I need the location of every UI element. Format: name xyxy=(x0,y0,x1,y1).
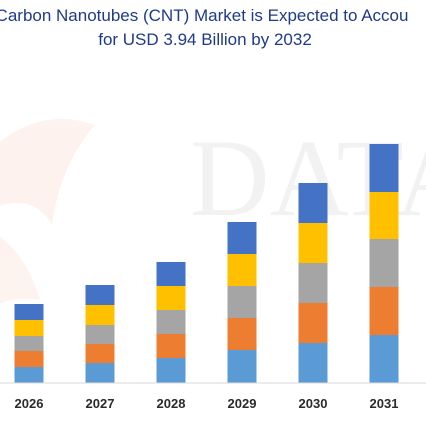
bar-segment-2031-s2 xyxy=(369,287,399,335)
category-label-2030: 2030 xyxy=(299,396,328,411)
category-label-2028: 2028 xyxy=(157,396,186,411)
bar-segment-2027-s4 xyxy=(85,305,115,325)
category-label-2031: 2031 xyxy=(370,396,399,411)
bar-segment-2031-s3 xyxy=(369,239,399,287)
bar-segment-2030-s5 xyxy=(298,183,328,223)
category-labels: 2026 2027 2028 2029 2030 2031 xyxy=(15,396,399,411)
bar-segment-2028-s1 xyxy=(156,358,186,383)
bar-segment-2028-s2 xyxy=(156,334,186,358)
bar-segment-2029-s5 xyxy=(227,222,257,254)
bar-segment-2026-s2 xyxy=(14,351,44,367)
category-label-2029: 2029 xyxy=(228,396,257,411)
category-label-2027: 2027 xyxy=(86,396,115,411)
bar-segment-2031-s4 xyxy=(369,192,399,239)
bar-segment-2026-s1 xyxy=(14,367,44,383)
bar-segment-2027-s5 xyxy=(85,285,115,305)
bar-segment-2029-s2 xyxy=(227,318,257,350)
bar-segment-2030-s3 xyxy=(298,263,328,303)
bar-segment-2030-s4 xyxy=(298,223,328,263)
bars-group xyxy=(14,144,399,383)
watermark-logo-swoosh xyxy=(0,118,95,225)
bar-segment-2029-s4 xyxy=(227,254,257,286)
chart-title-line-2: for USD 3.94 Billion by 2032 xyxy=(98,30,312,49)
chart-title: Carbon Nanotubes (CNT) Market is Expecte… xyxy=(0,4,426,52)
bar-segment-2027-s1 xyxy=(85,363,115,383)
bar-segment-2029-s3 xyxy=(227,286,257,318)
bar-segment-2030-s1 xyxy=(298,343,328,383)
bar-segment-2031-s5 xyxy=(369,144,399,192)
bar-segment-2028-s4 xyxy=(156,286,186,310)
category-label-2026: 2026 xyxy=(15,396,44,411)
bar-segment-2028-s3 xyxy=(156,310,186,334)
bar-segment-2028-s5 xyxy=(156,262,186,286)
bar-segment-2027-s3 xyxy=(85,325,115,344)
bar-segment-2029-s1 xyxy=(227,350,257,383)
bar-segment-2030-s2 xyxy=(298,303,328,343)
bar-segment-2026-s5 xyxy=(14,304,44,320)
bar-segment-2031-s1 xyxy=(369,335,399,383)
bar-segment-2026-s4 xyxy=(14,320,44,336)
bar-segment-2027-s2 xyxy=(85,344,115,363)
bar-segment-2026-s3 xyxy=(14,336,44,351)
chart-title-line-1: Carbon Nanotubes (CNT) Market is Expecte… xyxy=(0,6,409,25)
watermark-logo-swoosh-lower xyxy=(0,236,40,304)
